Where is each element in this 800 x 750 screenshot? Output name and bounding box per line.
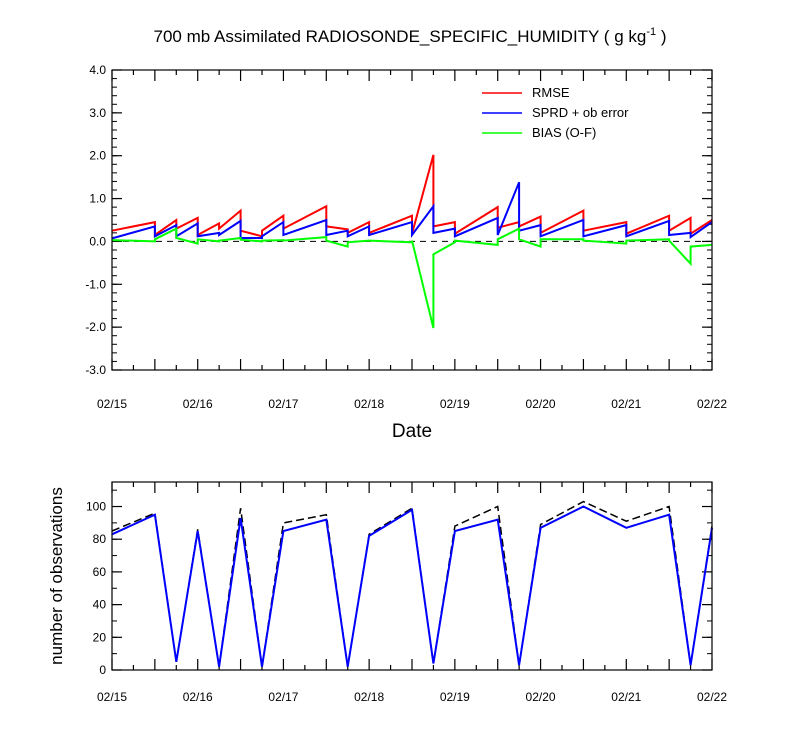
y-tick-label: 4.0 bbox=[89, 63, 106, 77]
y-tick-label: 80 bbox=[93, 532, 107, 546]
legend-label: SPRD + ob error bbox=[532, 105, 629, 120]
bottom-y-tick-labels: 0 20 40 60 80 100 bbox=[86, 500, 106, 677]
y-tick-label: 20 bbox=[93, 630, 107, 644]
x-tick-label: 02/19 bbox=[440, 690, 470, 704]
chart-title-main: 700 mb Assimilated RADIOSONDE_SPECIFIC_H… bbox=[154, 27, 647, 46]
chart-title: 700 mb Assimilated RADIOSONDE_SPECIFIC_H… bbox=[154, 26, 667, 46]
y-tick-label: 3.0 bbox=[89, 106, 106, 120]
y-tick-label: 0 bbox=[99, 663, 106, 677]
top-series-group bbox=[111, 154, 713, 329]
x-tick-label: 02/18 bbox=[354, 397, 384, 411]
series-line-sprd-ob-error bbox=[111, 181, 713, 240]
legend: RMSE SPRD + ob error BIAS (O-F) bbox=[482, 85, 629, 140]
y-axis-label: number of observations bbox=[47, 487, 66, 665]
x-tick-label: 02/21 bbox=[611, 397, 641, 411]
bottom-series-group bbox=[111, 500, 713, 667]
bottom-plot-frame bbox=[111, 481, 713, 671]
y-tick-label: 40 bbox=[93, 598, 107, 612]
x-tick-label: 02/22 bbox=[697, 690, 727, 704]
y-tick-label: 100 bbox=[86, 500, 106, 514]
top-y-tick-labels: -3.0 -2.0 -1.0 0.0 1.0 2.0 3.0 4.0 bbox=[85, 63, 106, 377]
x-tick-label: 02/20 bbox=[526, 397, 556, 411]
x-tick-label: 02/21 bbox=[611, 690, 641, 704]
y-tick-label: 0.0 bbox=[89, 234, 106, 248]
y-tick-label: 60 bbox=[93, 565, 107, 579]
legend-label: BIAS (O-F) bbox=[532, 125, 596, 140]
x-tick-label: 02/15 bbox=[97, 397, 127, 411]
x-tick-label: 02/16 bbox=[183, 690, 213, 704]
x-tick-label: 02/17 bbox=[268, 690, 298, 704]
x-tick-label: 02/22 bbox=[697, 397, 727, 411]
y-tick-label: -1.0 bbox=[85, 277, 106, 291]
y-tick-label: -3.0 bbox=[85, 363, 106, 377]
series-line-used bbox=[111, 505, 713, 667]
x-tick-label: 02/15 bbox=[97, 690, 127, 704]
x-tick-label: 02/19 bbox=[440, 397, 470, 411]
x-axis-label: Date bbox=[392, 421, 432, 442]
series-line-rmse bbox=[111, 154, 713, 238]
legend-label: RMSE bbox=[532, 85, 570, 100]
x-tick-label: 02/17 bbox=[268, 397, 298, 411]
top-plot-frame bbox=[111, 69, 713, 371]
y-tick-label: -2.0 bbox=[85, 320, 106, 334]
series-line-bias-o-f bbox=[111, 226, 713, 329]
top-x-tick-labels: 02/15 02/16 02/17 02/18 02/19 02/20 02/21 02/22 bbox=[97, 397, 727, 411]
bottom-x-tick-labels: 02/15 02/16 02/17 02/18 02/19 02/20 02/21 02/22 bbox=[97, 690, 727, 704]
y-tick-label: 2.0 bbox=[89, 149, 106, 163]
x-tick-label: 02/18 bbox=[354, 690, 384, 704]
x-tick-label: 02/16 bbox=[183, 397, 213, 411]
y-tick-label: 1.0 bbox=[89, 192, 106, 206]
humidity-stats-chart: 700 mb Assimilated RADIOSONDE_SPECIFIC_H… bbox=[85, 26, 727, 442]
chart-title-suffix: ) bbox=[656, 27, 666, 46]
x-tick-label: 02/20 bbox=[526, 690, 556, 704]
chart-title-superscript: -1 bbox=[646, 26, 656, 38]
